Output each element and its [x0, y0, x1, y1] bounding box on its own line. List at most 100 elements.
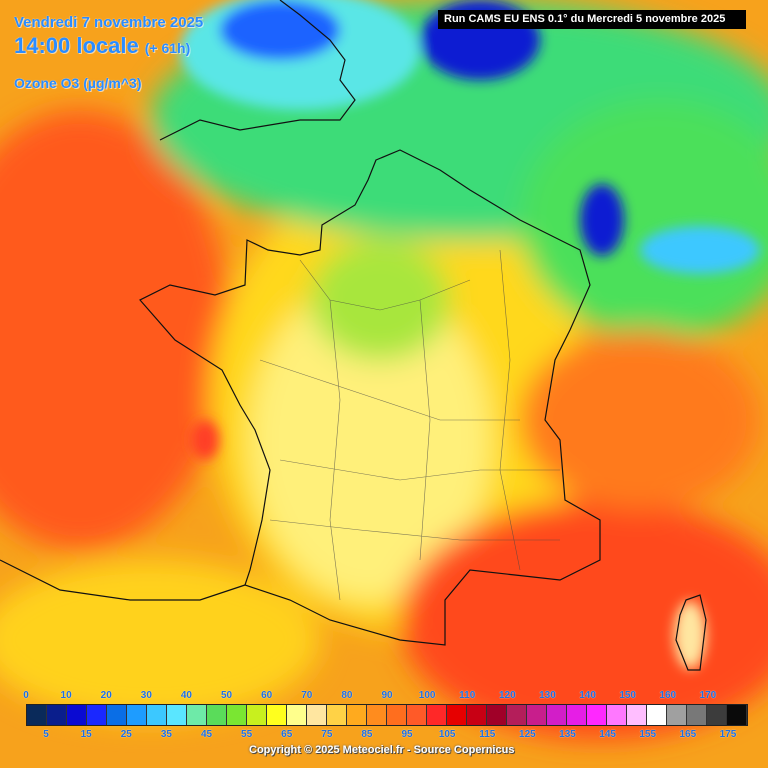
legend-swatch	[87, 705, 107, 725]
legend-top-label: 0	[23, 690, 29, 701]
legend-color-bar	[26, 704, 748, 726]
legend-top-label: 50	[220, 690, 233, 701]
legend-swatch	[647, 705, 667, 725]
legend-top-label: 60	[261, 690, 273, 701]
legend-bottom-label: 65	[281, 729, 293, 740]
legend-top-label: 90	[381, 690, 393, 701]
legend-top-label: 150	[619, 690, 636, 701]
legend-swatch	[547, 705, 567, 725]
legend-top-label: 40	[180, 690, 192, 701]
forecast-local-time: 14:00 locale	[14, 33, 139, 58]
forecast-date: Vendredi 7 novembre 2025	[14, 14, 204, 31]
copyright-notice: Copyright © 2025 Meteociel.fr - Source C…	[249, 744, 515, 756]
legend-swatch	[387, 705, 407, 725]
corsica-light-zone	[674, 601, 706, 669]
legend-swatch	[407, 705, 427, 725]
legend-swatch	[687, 705, 707, 725]
legend-swatch	[347, 705, 367, 725]
legend-swatch	[727, 705, 747, 725]
paris-basin-green-zone	[310, 240, 450, 360]
legend-swatch	[287, 705, 307, 725]
central-france-light-zone	[250, 280, 490, 600]
legend-swatch	[267, 705, 287, 725]
mediterranean-high-ozone-zone	[400, 500, 768, 740]
legend-bottom-label: 75	[321, 729, 333, 740]
legend-top-label: 100	[418, 690, 436, 701]
germany-green-zone	[520, 100, 768, 340]
uk-coastline	[159, 0, 356, 141]
legend-bottom-label: 15	[80, 729, 92, 740]
france-coastline	[139, 149, 601, 646]
legend-swatch	[147, 705, 167, 725]
forecast-time: 14:00 locale (+ 61h)	[14, 33, 190, 59]
spain-coastline	[0, 559, 246, 601]
legend-swatch	[127, 705, 147, 725]
legend-bottom-label: 135	[559, 729, 576, 740]
run-info-banner: Run CAMS EU ENS 0.1° du Mercredi 5 novem…	[438, 10, 746, 29]
legend-bottom-label: 55	[241, 729, 253, 740]
legend-swatch	[567, 705, 587, 725]
legend-top-labels: 0 10 20 30 40 50 60 70 80 90 100 110 120 130 140 150 160…	[0, 690, 768, 704]
legend-swatch	[187, 705, 207, 725]
legend-top-label: 160	[659, 690, 677, 701]
legend-swatch	[707, 705, 727, 725]
legend-top-label: 110	[459, 690, 476, 701]
legend-swatch	[487, 705, 507, 725]
legend-swatch	[587, 705, 607, 725]
legend-top-label: 30	[140, 690, 152, 701]
alps-orange-zone	[520, 330, 760, 510]
legend-top-label: 140	[579, 690, 596, 701]
legend-swatch	[227, 705, 247, 725]
legend-swatch	[467, 705, 487, 725]
legend-bottom-label: 85	[361, 729, 373, 740]
germany-cyan-zone	[640, 226, 760, 274]
legend-top-label: 20	[100, 690, 112, 701]
rhine-blue-zone	[580, 184, 624, 256]
legend-swatch	[67, 705, 87, 725]
legend-bottom-label: 155	[639, 729, 657, 740]
legend-swatch	[47, 705, 67, 725]
legend-bottom-label: 5	[43, 729, 49, 740]
legend-bottom-label: 165	[679, 729, 697, 740]
legend-bottom-label: 105	[438, 729, 456, 740]
legend-swatch	[27, 705, 47, 725]
legend-swatch	[367, 705, 387, 725]
north-blue-zone-1	[220, 0, 340, 60]
legend-swatch	[447, 705, 467, 725]
legend-bottom-label: 25	[120, 729, 132, 740]
biscay-red-spot	[191, 420, 219, 460]
iberia-yellow-zone	[0, 560, 320, 720]
atlantic-high-ozone-zone	[0, 110, 230, 550]
legend-bottom-label: 145	[599, 729, 616, 740]
legend-bottom-labels: 5 15 25 35 45 55 65 75 85 95 105 115 125 135 145 155 165…	[0, 729, 768, 743]
legend-top-label: 70	[301, 690, 313, 701]
legend-bottom-label: 45	[200, 729, 213, 740]
legend-bottom-label: 35	[160, 729, 172, 740]
legend-swatch	[527, 705, 547, 725]
legend-swatch	[607, 705, 627, 725]
legend-swatch	[307, 705, 327, 725]
legend-swatch	[507, 705, 527, 725]
legend-swatch	[427, 705, 447, 725]
legend-swatch	[167, 705, 187, 725]
legend-swatch	[107, 705, 127, 725]
corsica-coastline	[675, 594, 707, 671]
legend-swatch	[327, 705, 347, 725]
legend-swatch	[207, 705, 227, 725]
forecast-lead-time: (+ 61h)	[144, 40, 191, 56]
legend-swatch	[667, 705, 687, 725]
legend-bottom-label: 125	[519, 729, 536, 740]
legend-top-label: 80	[341, 690, 353, 701]
legend-top-label: 120	[498, 690, 516, 701]
legend-bottom-label: 95	[401, 729, 413, 740]
legend-top-label: 170	[699, 690, 717, 701]
legend-bottom-label: 115	[479, 729, 496, 740]
legend-bottom-label: 175	[719, 729, 737, 740]
legend-top-label: 130	[539, 690, 556, 701]
department-boundaries	[259, 249, 560, 601]
legend-swatch	[247, 705, 267, 725]
legend-swatch	[627, 705, 647, 725]
legend-top-label: 10	[60, 690, 72, 701]
